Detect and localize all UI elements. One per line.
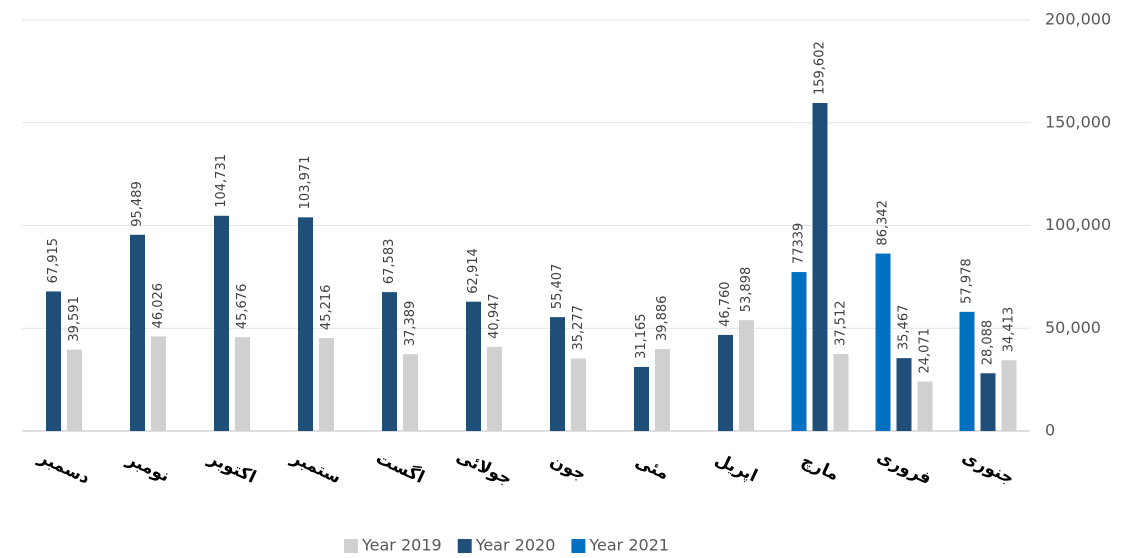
bar bbox=[382, 292, 397, 431]
bar bbox=[875, 253, 891, 431]
x-tick-label: ستمبر bbox=[287, 447, 344, 488]
y-tick-label: 200,000 bbox=[1045, 10, 1111, 29]
legend-label: Year 2019 bbox=[361, 536, 442, 555]
x-tick-label: نومبر bbox=[122, 449, 172, 487]
value-label: 53,898 bbox=[739, 267, 754, 313]
value-label: 37,389 bbox=[403, 301, 418, 347]
value-label: 39,886 bbox=[655, 296, 670, 342]
value-label: 103,971 bbox=[298, 156, 313, 210]
legend-label: Year 2020 bbox=[475, 536, 556, 555]
x-tick-label: جون bbox=[547, 451, 589, 485]
value-label: 62,914 bbox=[466, 248, 481, 294]
x-tick-label: اپریل bbox=[712, 450, 761, 487]
value-label: 24,071 bbox=[918, 328, 933, 374]
bar bbox=[214, 215, 229, 431]
value-label: 39,591 bbox=[67, 296, 82, 342]
bar bbox=[739, 320, 754, 431]
value-label: 35,277 bbox=[571, 305, 586, 351]
x-tick-label: فروری bbox=[874, 447, 935, 489]
legend-swatch bbox=[457, 539, 472, 553]
bar bbox=[655, 349, 670, 431]
value-label: 86,342 bbox=[876, 200, 891, 246]
legend-label: Year 2021 bbox=[588, 536, 669, 555]
value-label: 67,583 bbox=[382, 239, 397, 285]
x-tick-label: مارچ bbox=[798, 451, 842, 486]
bar bbox=[319, 338, 334, 431]
bar bbox=[980, 373, 996, 431]
value-label: 31,165 bbox=[634, 313, 649, 359]
value-label: 40,947 bbox=[487, 293, 502, 339]
value-label: 57,978 bbox=[960, 258, 975, 304]
value-label: 95,489 bbox=[130, 181, 145, 227]
bar bbox=[298, 217, 313, 431]
bar bbox=[130, 234, 145, 431]
y-tick-label: 50,000 bbox=[1045, 318, 1101, 337]
bar bbox=[403, 354, 418, 431]
bar bbox=[235, 337, 250, 431]
value-label: 37,512 bbox=[834, 300, 849, 346]
bar bbox=[550, 317, 565, 431]
x-tick-label: جنوری bbox=[959, 447, 1017, 488]
value-label: 46,026 bbox=[151, 283, 166, 329]
y-tick-label: 100,000 bbox=[1045, 215, 1111, 234]
x-tick-label: اکتوبر bbox=[204, 448, 259, 488]
bar bbox=[959, 311, 975, 431]
bar bbox=[917, 381, 933, 431]
bar bbox=[833, 353, 849, 431]
bar bbox=[791, 272, 807, 431]
value-label: 67,915 bbox=[46, 238, 61, 284]
value-label: 45,676 bbox=[235, 284, 250, 330]
bar bbox=[151, 336, 166, 431]
value-label: 55,407 bbox=[550, 264, 565, 310]
x-tick-label: دسمبر bbox=[34, 447, 93, 489]
bar bbox=[896, 358, 912, 431]
y-tick-label: 0 bbox=[1045, 421, 1055, 440]
x-tick-label: اگست bbox=[373, 447, 428, 488]
bar bbox=[487, 346, 502, 431]
bar bbox=[571, 358, 586, 431]
bar bbox=[466, 301, 481, 431]
legend-swatch bbox=[571, 539, 586, 553]
legend-swatch bbox=[344, 539, 358, 553]
value-label: 28,088 bbox=[981, 320, 996, 366]
y-tick-label: 150,000 bbox=[1045, 112, 1111, 131]
value-label: 35,467 bbox=[897, 305, 912, 351]
bar bbox=[46, 291, 61, 431]
bar bbox=[812, 103, 828, 432]
value-label: 34,413 bbox=[1002, 307, 1017, 353]
bar bbox=[718, 334, 733, 431]
x-tick-label: مئی bbox=[632, 452, 672, 485]
value-label: 46,760 bbox=[718, 281, 733, 327]
value-label: 77339 bbox=[792, 223, 807, 264]
x-tick-label: جولائی bbox=[453, 446, 515, 489]
bar bbox=[634, 366, 649, 431]
value-label: 104,731 bbox=[214, 154, 229, 208]
bar bbox=[67, 349, 82, 431]
value-label: 45,216 bbox=[319, 285, 334, 331]
bar bbox=[1001, 360, 1017, 431]
value-label: 159,602 bbox=[813, 41, 828, 95]
